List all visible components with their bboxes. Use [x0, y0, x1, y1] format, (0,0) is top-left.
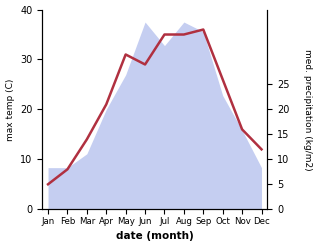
- X-axis label: date (month): date (month): [116, 231, 194, 242]
- Y-axis label: med. precipitation (kg/m2): med. precipitation (kg/m2): [303, 49, 313, 170]
- Y-axis label: max temp (C): max temp (C): [5, 78, 15, 141]
